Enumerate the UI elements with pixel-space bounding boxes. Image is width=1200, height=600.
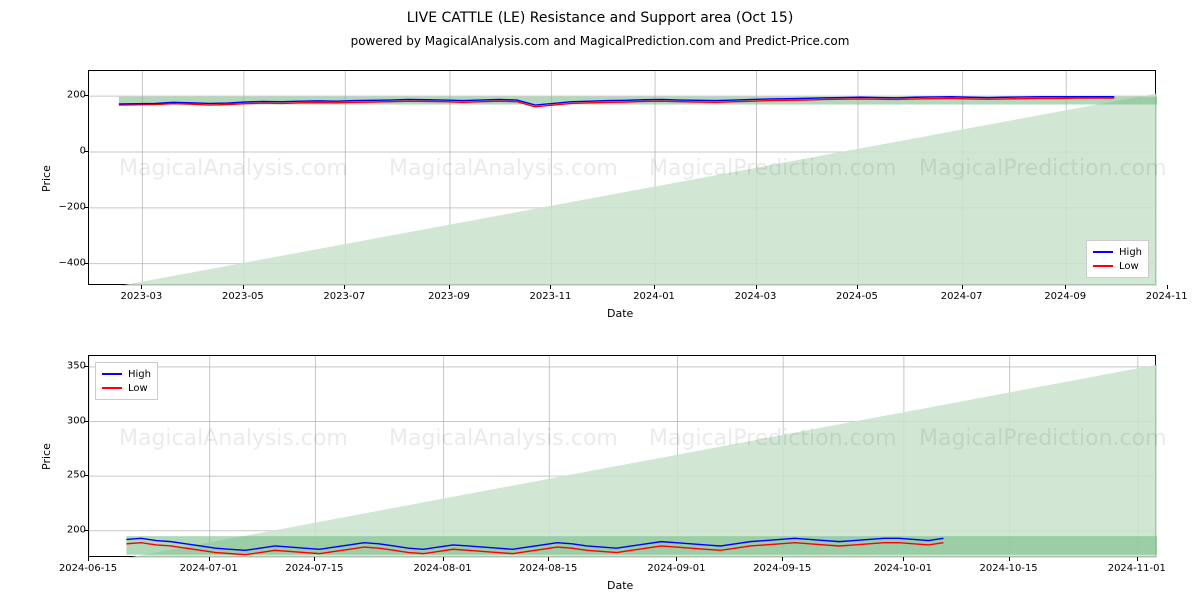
y-tick-label: 200: [60, 524, 86, 535]
x-tick-label: 2024-09: [1044, 291, 1086, 302]
x-axis-label-bottom: Date: [607, 579, 633, 592]
x-tick-label: 2024-09-15: [753, 563, 811, 574]
x-tick-label: 2024-07-15: [285, 563, 343, 574]
x-tick-label: 2024-07: [941, 291, 983, 302]
y-tick-label: 350: [60, 360, 86, 371]
figure: LIVE CATTLE (LE) Resistance and Support …: [0, 0, 1200, 600]
x-tick-label: 2024-11-01: [1108, 563, 1166, 574]
legend-top: High Low: [1086, 240, 1149, 278]
y-tick-label: −200: [54, 201, 86, 212]
x-tick-label: 2023-11: [530, 291, 572, 302]
chart-panel-top: MagicalAnalysis.com MagicalAnalysis.com …: [88, 70, 1156, 285]
y-tick-label: 200: [60, 90, 86, 101]
legend-swatch: [102, 387, 122, 389]
legend-label: High: [128, 369, 151, 380]
chart-subtitle: powered by MagicalAnalysis.com and Magic…: [0, 34, 1200, 48]
y-tick-label: −400: [54, 257, 86, 268]
x-tick-label: 2023-09: [428, 291, 470, 302]
x-tick-label: 2024-08-15: [519, 563, 577, 574]
legend-label: Low: [128, 383, 148, 394]
y-axis-label-top: Price: [40, 165, 53, 192]
x-tick-label: 2024-08-01: [414, 563, 472, 574]
legend-item: Low: [1093, 259, 1142, 273]
x-tick-label: 2023-07: [323, 291, 365, 302]
y-tick-label: 250: [60, 470, 86, 481]
chart-panel-bottom: MagicalAnalysis.com MagicalAnalysis.com …: [88, 355, 1156, 557]
chart-title: LIVE CATTLE (LE) Resistance and Support …: [0, 10, 1200, 26]
x-axis-label-top: Date: [607, 307, 633, 320]
x-tick-label: 2024-10-15: [980, 563, 1038, 574]
y-tick-label: 300: [60, 415, 86, 426]
x-tick-label: 2024-03: [735, 291, 777, 302]
legend-label: High: [1119, 247, 1142, 258]
legend-item: High: [102, 367, 151, 381]
legend-bottom: High Low: [95, 362, 158, 400]
plot-svg-top: [89, 71, 1157, 286]
legend-item: High: [1093, 245, 1142, 259]
x-tick-label: 2024-05: [836, 291, 878, 302]
plot-svg-bottom: [89, 356, 1157, 558]
legend-label: Low: [1119, 261, 1139, 272]
x-tick-label: 2024-06-15: [59, 563, 117, 574]
x-tick-label: 2024-10-01: [874, 563, 932, 574]
x-tick-label: 2024-01: [633, 291, 675, 302]
x-tick-label: 2023-03: [120, 291, 162, 302]
y-axis-label-bottom: Price: [40, 443, 53, 470]
x-tick-label: 2023-05: [222, 291, 264, 302]
y-tick-label: 0: [72, 145, 86, 156]
x-tick-label: 2024-11: [1146, 291, 1188, 302]
legend-swatch: [102, 373, 122, 375]
legend-swatch: [1093, 265, 1113, 267]
legend-item: Low: [102, 381, 151, 395]
x-tick-label: 2024-07-01: [180, 563, 238, 574]
legend-swatch: [1093, 251, 1113, 253]
x-tick-label: 2024-09-01: [647, 563, 705, 574]
